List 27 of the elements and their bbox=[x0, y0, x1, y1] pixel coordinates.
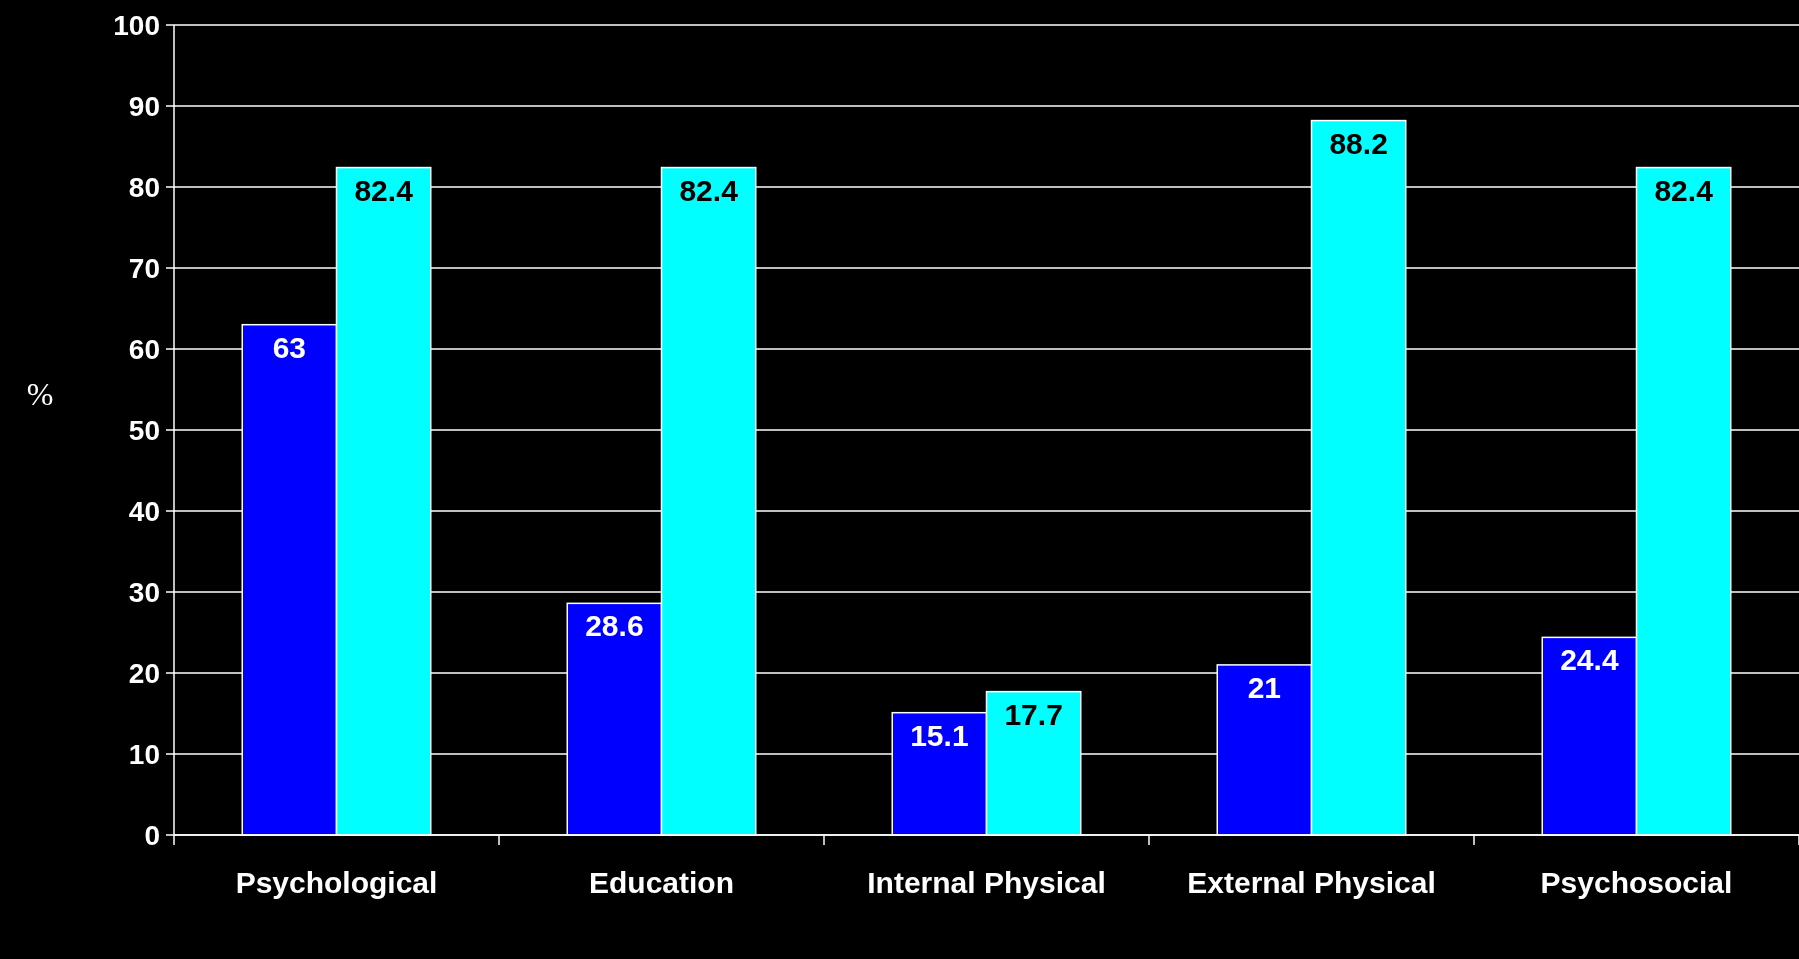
x-tick-label: Education bbox=[588, 866, 735, 899]
x-tick-label: Psychosocial bbox=[1540, 866, 1733, 899]
x-tick-label: Psychological bbox=[235, 866, 438, 899]
y-tick-label: 40 bbox=[128, 495, 160, 527]
y-tick-label: 20 bbox=[128, 657, 160, 689]
data-label: 82.4 bbox=[1654, 173, 1714, 207]
y-tick-label: 50 bbox=[128, 414, 160, 446]
y-tick-label: 30 bbox=[128, 576, 160, 608]
y-tick-label: 90 bbox=[128, 90, 160, 122]
x-tick-label: Internal Physical bbox=[867, 866, 1106, 899]
data-label: 15.1 bbox=[910, 718, 969, 752]
y-tick-label: 60 bbox=[128, 333, 160, 365]
y-tick-label: 70 bbox=[128, 252, 160, 284]
x-tick-label: External Physical bbox=[1187, 866, 1436, 899]
y-tick-label: 10 bbox=[128, 738, 160, 770]
y-axis-title: % bbox=[26, 376, 54, 412]
data-label: 82.4 bbox=[354, 173, 414, 207]
data-label: 24.4 bbox=[1560, 643, 1619, 677]
data-label: 28.6 bbox=[585, 609, 644, 643]
data-label: 21 bbox=[1247, 670, 1282, 704]
data-label: 17.7 bbox=[1004, 697, 1063, 731]
y-tick-label: 100 bbox=[113, 9, 160, 41]
data-label: 63 bbox=[272, 330, 307, 364]
data-label: 82.4 bbox=[679, 173, 739, 207]
y-tick-label: 0 bbox=[144, 819, 160, 851]
y-tick-label: 80 bbox=[128, 171, 160, 203]
data-label: 88.2 bbox=[1329, 126, 1388, 160]
